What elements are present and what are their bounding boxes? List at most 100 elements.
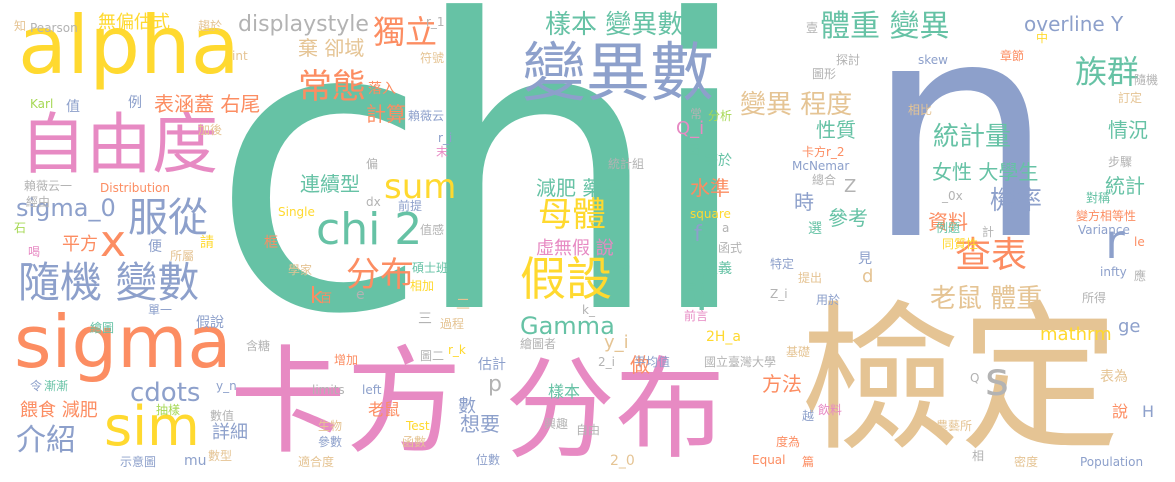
- word-pingjunzhi: 平均值: [634, 355, 671, 369]
- word-ying: 應: [1134, 269, 1147, 283]
- word-infty: infty: [1100, 265, 1127, 279]
- word-i: i: [695, 266, 709, 322]
- word-bianyi-chengdu: 變異 程度: [740, 90, 853, 120]
- word-jichu: 基礎: [786, 345, 811, 359]
- word-laiweiyun: 賴薇云: [408, 109, 445, 123]
- word-tongzhixing: 同質性: [942, 237, 979, 251]
- word-tuer: 圖二: [420, 349, 445, 363]
- word-mcnemar: McNemar: [792, 159, 850, 173]
- word-shihedu: 適合度: [298, 455, 335, 469]
- word-skew: skew: [918, 53, 948, 67]
- word-xiang: 相: [972, 449, 985, 463]
- word-ziyoudu: 自由度: [20, 106, 218, 183]
- word-tichu: 提出: [798, 271, 823, 285]
- word-suoshu: 所屬: [170, 249, 195, 263]
- word-jisuan: 計算: [366, 102, 406, 126]
- word-kafang-r2: 卡方r_2: [802, 145, 845, 159]
- word-huitu: 繪圖: [90, 321, 115, 335]
- word-tongjiliang: 統計量: [933, 122, 1012, 152]
- word-nongyisuo: 農藝所: [936, 419, 973, 433]
- word-pian: 篇: [802, 455, 815, 469]
- word-weishi-jianfei: 餵食 減肥: [20, 400, 98, 421]
- word-jilv: 機率: [990, 186, 1043, 216]
- word-2-i: 2_i: [598, 355, 615, 369]
- word-bai: 百: [320, 291, 333, 305]
- word-teding: 特定: [770, 257, 795, 271]
- word-liti: 例題: [936, 221, 961, 235]
- word-pingfang: 平方: [62, 234, 98, 255]
- word-zhigan: 值感: [420, 223, 445, 237]
- word-dingyi: 定義: [704, 261, 732, 277]
- word-z-i: Z_i: [770, 287, 788, 301]
- word-jian: 見: [858, 251, 872, 267]
- word-shi-stone: 石: [14, 221, 27, 235]
- word-laoshu-tizhong: 老鼠 體重: [930, 284, 1043, 314]
- word-chang: 常: [690, 107, 703, 121]
- word-huituzhe: 繪圖者: [520, 337, 557, 351]
- word-laoshu: 老鼠: [368, 400, 401, 419]
- word-zhi: 知: [14, 19, 27, 33]
- word-laiweiyun-yi: 賴薇云一: [24, 179, 73, 193]
- word-weishu: 位數: [476, 453, 501, 467]
- word-n: n: [865, 0, 1056, 306]
- word-zuqun: 族群: [1075, 53, 1140, 91]
- word-xiangyao: 想要: [460, 412, 500, 436]
- word-displaystyle: displaystyle: [238, 12, 369, 37]
- word-shuxing: 數型: [208, 449, 233, 463]
- word-r-1: r_1: [426, 15, 445, 29]
- word-s: s: [985, 352, 1009, 406]
- word-gamma: Gamma: [520, 312, 615, 340]
- word-mu: mu: [184, 453, 207, 469]
- word-single: Single: [278, 205, 315, 219]
- word-q-i: Q_i: [676, 118, 705, 139]
- word-sim: sim: [104, 395, 200, 458]
- word-h: H: [1142, 402, 1155, 421]
- word-yinliao: 飲料: [818, 403, 843, 417]
- word-suode: 所得: [1082, 291, 1107, 305]
- word-jianfei-yaopin: 減肥 藥品: [536, 176, 623, 200]
- word-mo: 末: [436, 145, 449, 159]
- word-lianxuxing: 連續型: [300, 172, 360, 196]
- word-left: left: [362, 383, 382, 397]
- word-jingyou: 經由: [26, 195, 51, 209]
- word-alpha: alpha: [18, 0, 240, 92]
- word-fucong: 服從: [128, 195, 208, 241]
- word-nvxing-daxuesheng: 女性 大學生: [932, 160, 1039, 184]
- word-li: 例: [128, 95, 142, 111]
- word-he: 喝: [28, 245, 41, 259]
- word-fenbu-small: 分布: [346, 255, 414, 295]
- word-d: d: [862, 266, 874, 287]
- word-0x: _0x: [942, 189, 963, 203]
- word-jianding: 檢定: [800, 286, 1121, 473]
- word-shuzhi: 數值: [210, 409, 235, 423]
- word-chouyang: 抽樣: [156, 403, 181, 417]
- word-hanshu: 函數: [402, 435, 427, 449]
- word-bianyishu: 變異數: [522, 37, 714, 111]
- word-jiashuo: 假說: [196, 315, 224, 331]
- word-san: 三: [418, 311, 432, 327]
- word-biaohangai-youwei: 表涵蓋 右尾: [154, 92, 261, 116]
- word-suiji: 隨機: [1134, 73, 1159, 87]
- word-a: a: [722, 221, 730, 235]
- word-jiashe: 假設: [520, 252, 612, 306]
- word-ji: 計: [982, 225, 995, 239]
- word-jiahou: 加後: [198, 123, 223, 137]
- word-mathrm: mathrm: [1040, 324, 1112, 345]
- word-xiangbi: 相比: [908, 103, 933, 117]
- word-qianyan: 前言: [684, 309, 709, 323]
- word-zengjia: 增加: [334, 353, 359, 367]
- word-ge: ge: [1118, 316, 1141, 337]
- word-chi: chi: [210, 0, 755, 402]
- word-shi: 時: [794, 190, 814, 214]
- word-limits: limits: [312, 383, 345, 397]
- word-yongyu: 用於: [816, 293, 841, 307]
- word-jianjian: 漸漸: [44, 379, 69, 393]
- word-sigma-0: sigma_0: [16, 194, 116, 222]
- word-shengwu: 生物: [318, 419, 343, 433]
- word-muti: 母體: [538, 195, 606, 235]
- word-x: x: [100, 216, 127, 267]
- word-equal: Equal: [752, 453, 786, 467]
- word-cdots: cdots: [130, 378, 201, 408]
- word-pearson: Pearson: [30, 21, 78, 35]
